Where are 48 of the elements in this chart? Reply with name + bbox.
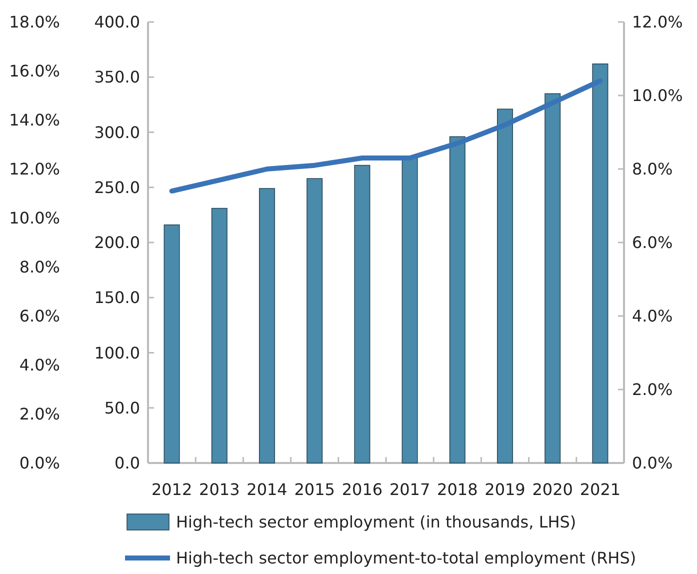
y-tick-label: 150.0 [94, 288, 140, 308]
x-tick-label: 2017 [389, 480, 430, 499]
x-tick-label: 2015 [294, 480, 335, 499]
x-tick-label: 2014 [246, 480, 288, 499]
x-tick-label: 2012 [151, 480, 192, 499]
y3-tick-label: 10.0% [9, 208, 60, 228]
bar [164, 224, 180, 464]
y2-tick-label: 10.0% [632, 86, 683, 106]
y3-tick-label: 14.0% [9, 110, 60, 130]
bar [402, 156, 418, 464]
y3-tick-label: 18.0% [9, 12, 60, 32]
x-tick-label: 2016 [342, 480, 383, 499]
y3-tick-label: 6.0% [19, 306, 60, 326]
x-tick-label: 2021 [580, 480, 621, 499]
y-tick-label: 0.0 [114, 454, 140, 473]
y3-tick-label: 8.0% [19, 258, 60, 277]
y-tick-label: 400.0 [94, 12, 140, 32]
x-tick-label: 2018 [437, 480, 478, 499]
y3-tick-label: 2.0% [19, 404, 60, 424]
y3-tick-label: 12.0% [9, 160, 60, 179]
y2-tick-label: 4.0% [632, 306, 673, 326]
x-tick-label: 2019 [484, 480, 526, 499]
y-tick-label: 300.0 [94, 122, 140, 142]
y-tick-label: 350.0 [94, 68, 140, 87]
y-tick-label: 250.0 [94, 178, 140, 197]
x-tick-label: 2020 [532, 480, 573, 499]
y2-tick-label: 8.0% [632, 160, 673, 179]
y3-tick-label: 0.0% [19, 454, 60, 473]
y2-tick-label: 12.0% [632, 12, 683, 32]
bar [211, 208, 228, 464]
y2-tick-label: 0.0% [632, 454, 673, 473]
y3-tick-label: 4.0% [19, 356, 60, 375]
bar [449, 136, 466, 464]
y2-tick-label: 2.0% [632, 380, 673, 400]
y2-tick-label: 6.0% [632, 233, 673, 252]
y-tick-label: 200.0 [94, 233, 140, 252]
bar [354, 164, 370, 464]
bar [496, 108, 514, 464]
y3-tick-label: 16.0% [9, 62, 60, 81]
legend-label: High-tech sector employment (in thousands, LHS) [176, 512, 576, 532]
bar [306, 178, 323, 464]
bar [592, 63, 608, 464]
bar [258, 188, 276, 464]
y-tick-label: 50.0 [104, 398, 140, 418]
x-tick-label: 2013 [199, 480, 240, 499]
bar [544, 93, 561, 464]
y-tick-label: 100.0 [94, 343, 140, 362]
legend-label: High-tech sector employment-to-total employment (RHS) [176, 548, 636, 568]
